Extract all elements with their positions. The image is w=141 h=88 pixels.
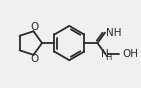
Text: N: N <box>101 48 109 59</box>
Text: OH: OH <box>122 48 138 59</box>
Text: O: O <box>31 22 39 32</box>
Text: NH: NH <box>106 28 122 38</box>
Text: O: O <box>31 54 39 64</box>
Text: H: H <box>105 53 112 62</box>
